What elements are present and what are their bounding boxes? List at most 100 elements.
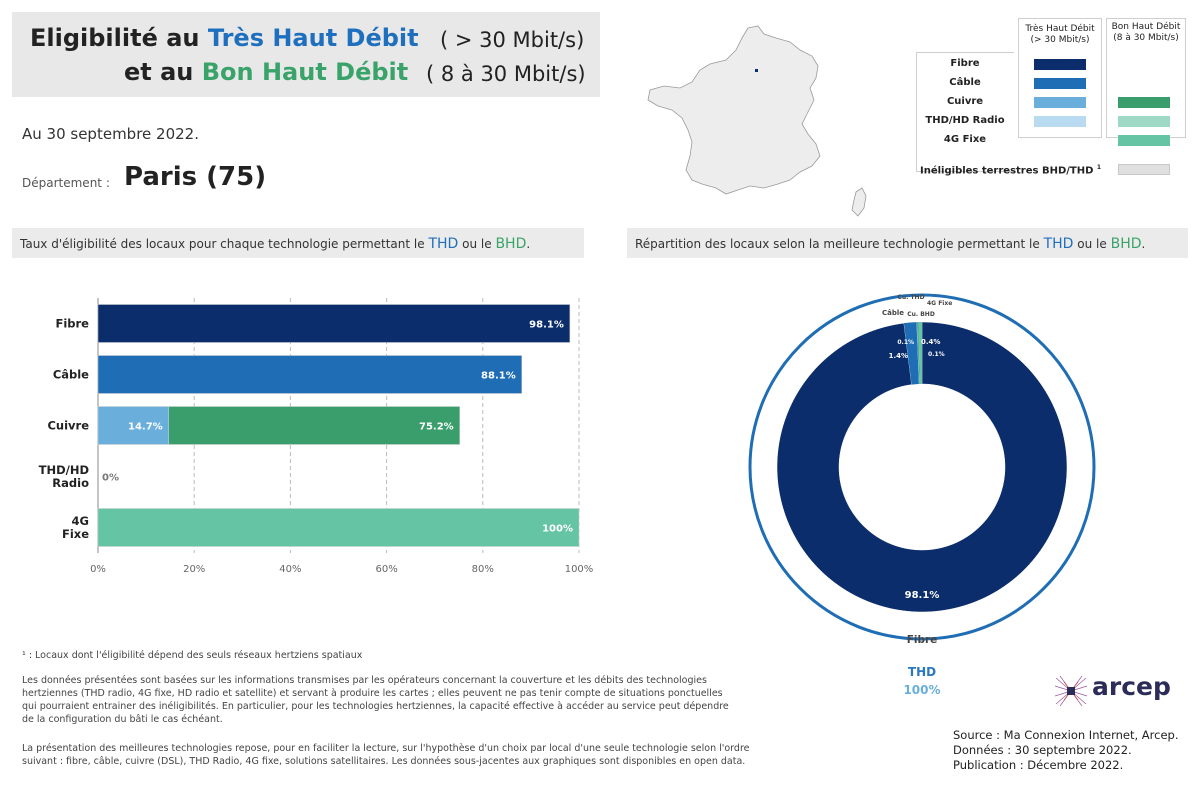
legend-swatch-bhd — [1118, 97, 1170, 108]
paragraph-1-line: Les données présentées sont basées sur l… — [22, 675, 707, 686]
donut-slice — [903, 322, 919, 385]
france-map — [647, 25, 867, 217]
paragraph-2-line: La présentation des meilleures technolog… — [22, 743, 750, 754]
legend-ineligible-sup: 1 — [1096, 164, 1102, 171]
bar-title-text: Taux d'éligibilité des locaux pour chaqu… — [20, 237, 425, 251]
legend-row-label: Cuivre — [946, 96, 984, 107]
x-tick-label: 60% — [375, 564, 397, 575]
category-label: 4G — [72, 514, 89, 528]
category-label: Radio — [52, 476, 89, 490]
legend-col-bhd-rate: (8 à 30 Mbit/s) — [1113, 33, 1179, 43]
legend-ineligible-label: Inéligibles terrestres BHD/THD 1 — [920, 164, 1101, 176]
donut-category-label: Fibre — [907, 634, 938, 646]
legend-swatch-thd — [1034, 97, 1086, 108]
donut-category-label: Cu. THD — [897, 294, 924, 301]
legend-row-label: 4G Fixe — [943, 134, 987, 145]
title-banner: Eligibilité au Très Haut Débit ( > 30 Mb… — [12, 12, 600, 97]
legend-col-thd-rate: (> 30 Mbit/s) — [1030, 35, 1090, 45]
x-tick-label: 100% — [565, 564, 594, 575]
donut-slice — [776, 321, 1068, 613]
donut-value-label: 98.1% — [905, 590, 940, 601]
donut-title-bhd: BHD — [1110, 236, 1142, 252]
bar-title-bhd: BHD — [495, 236, 527, 252]
bar-title-end: . — [526, 237, 531, 251]
arcep-logo-icon — [1054, 675, 1088, 707]
bar-data-label: 14.7% — [128, 422, 163, 433]
department-label: Département : — [22, 176, 110, 190]
donut-section-title: Répartition des locaux selon la meilleur… — [627, 228, 1188, 258]
bar-segment — [97, 508, 580, 547]
donut-title-end: . — [1141, 237, 1146, 251]
distribution-donut-chart: 98.1% Fibre Câble Cu. THD Cu. BHD 4G Fixe 1.4%… — [748, 293, 1096, 697]
paragraph-2: La présentation des meilleures technolog… — [22, 742, 802, 768]
publication-line: Publication : Décembre 2022. — [953, 758, 1124, 772]
bar-segment — [97, 355, 523, 394]
category-label: Câble — [53, 368, 89, 382]
legend-swatch-thd — [1034, 116, 1086, 127]
legend-swatch-bhd — [1118, 135, 1170, 146]
bar-data-label: 100% — [542, 524, 573, 535]
data-date-line: Données : 30 septembre 2022. — [953, 743, 1132, 757]
title-rate-thd: ( > 30 Mbit/s) — [440, 28, 585, 52]
donut-category-label: 4G Fixe — [927, 300, 952, 307]
bar-data-label: 98.1% — [529, 320, 564, 331]
donut-slice — [917, 322, 920, 385]
legend-col-bhd-title: Bon Haut Débit — [1111, 22, 1181, 32]
x-tick-label: 40% — [279, 564, 301, 575]
legend-ineligible-text: Inéligibles terrestres BHD/THD — [920, 165, 1094, 177]
donut-value-label: 1.4% — [889, 352, 908, 360]
donut-ring-value: 100% — [903, 683, 940, 697]
bar-title-thd: THD — [428, 236, 459, 252]
paragraph-1-line: qui pourraient entrainer des inéligibili… — [22, 701, 729, 712]
source-line: Source : Ma Connexion Internet, Arcep. — [953, 728, 1179, 742]
title-line-2: et au Bon Haut Débit — [124, 58, 408, 86]
donut-category-label: Câble — [882, 309, 904, 317]
legend-row-label: Fibre — [950, 58, 980, 69]
eligibility-bar-chart: 0% 20% 40% 60% 80% 100% Fibre 98.1% Câble 88.1% Cu… — [39, 298, 594, 575]
bar-data-label: 75.2% — [419, 422, 454, 433]
bar-title-mid: ou le — [462, 237, 492, 251]
title-rate-bhd: ( 8 à 30 Mbit/s) — [426, 62, 586, 86]
bar-data-label: 88.1% — [481, 371, 516, 382]
footnote: ¹ : Locaux dont l'éligibilité dépend des… — [22, 650, 363, 661]
bar-segment — [97, 406, 169, 445]
date-text: Au 30 septembre 2022. — [22, 125, 199, 143]
category-label: Fibre — [55, 317, 89, 331]
donut-value-label: 0.1% — [897, 339, 914, 346]
bar-segment — [97, 304, 571, 343]
donut-title-thd: THD — [1043, 236, 1074, 252]
category-label: THD/HD — [39, 463, 89, 477]
donut-ring-label: THD — [908, 665, 936, 679]
france-mainland-shape — [647, 25, 821, 195]
title-line-1: Eligibilité au Très Haut Débit — [30, 24, 419, 52]
category-label: Cuivre — [47, 419, 89, 433]
arcep-logo-text: arcep — [1092, 672, 1171, 701]
x-tick-label: 80% — [472, 564, 494, 575]
legend-ineligible-swatch — [1118, 164, 1170, 175]
department-name: Paris (75) — [124, 162, 267, 192]
legend-col-thd-frame — [1018, 18, 1102, 138]
bar-section-title: Taux d'éligibilité des locaux pour chaqu… — [12, 228, 584, 258]
legend-swatch-thd — [1034, 59, 1086, 70]
donut-title-text: Répartition des locaux selon la meilleur… — [635, 237, 1040, 251]
title-prefix-1: Eligibilité au — [30, 24, 200, 52]
legend-row-label: Câble — [949, 77, 981, 88]
paragraph-1-line: hertziennes (THD radio, 4G fixe, HD radi… — [22, 688, 723, 699]
donut-category-label: Cu. BHD — [907, 311, 935, 318]
outer-ring-thd — [748, 293, 1096, 641]
donut-slice — [918, 322, 922, 385]
corsica-shape — [851, 187, 867, 217]
legend-rows-frame — [916, 52, 1014, 172]
x-tick-label: 0% — [90, 564, 106, 575]
donut-value-label: 0.1% — [928, 351, 945, 358]
legend-swatch-bhd — [1118, 116, 1170, 127]
legend-col-thd-title: Très Haut Débit — [1025, 24, 1095, 34]
paragraph-1: Les données présentées sont basées sur l… — [22, 674, 802, 726]
donut-value-label: 0.4% — [921, 338, 940, 346]
source-block: Source : Ma Connexion Internet, Arcep. D… — [953, 728, 1178, 773]
x-tick-label: 20% — [183, 564, 205, 575]
legend-col-bhd-header: Bon Haut Débit (8 à 30 Mbit/s) — [1106, 22, 1186, 44]
title-bhd: Bon Haut Débit — [201, 58, 409, 86]
paragraph-2-line: suivant : fibre, câble, cuivre (DSL), TH… — [22, 756, 746, 767]
paris-marker — [755, 69, 758, 72]
